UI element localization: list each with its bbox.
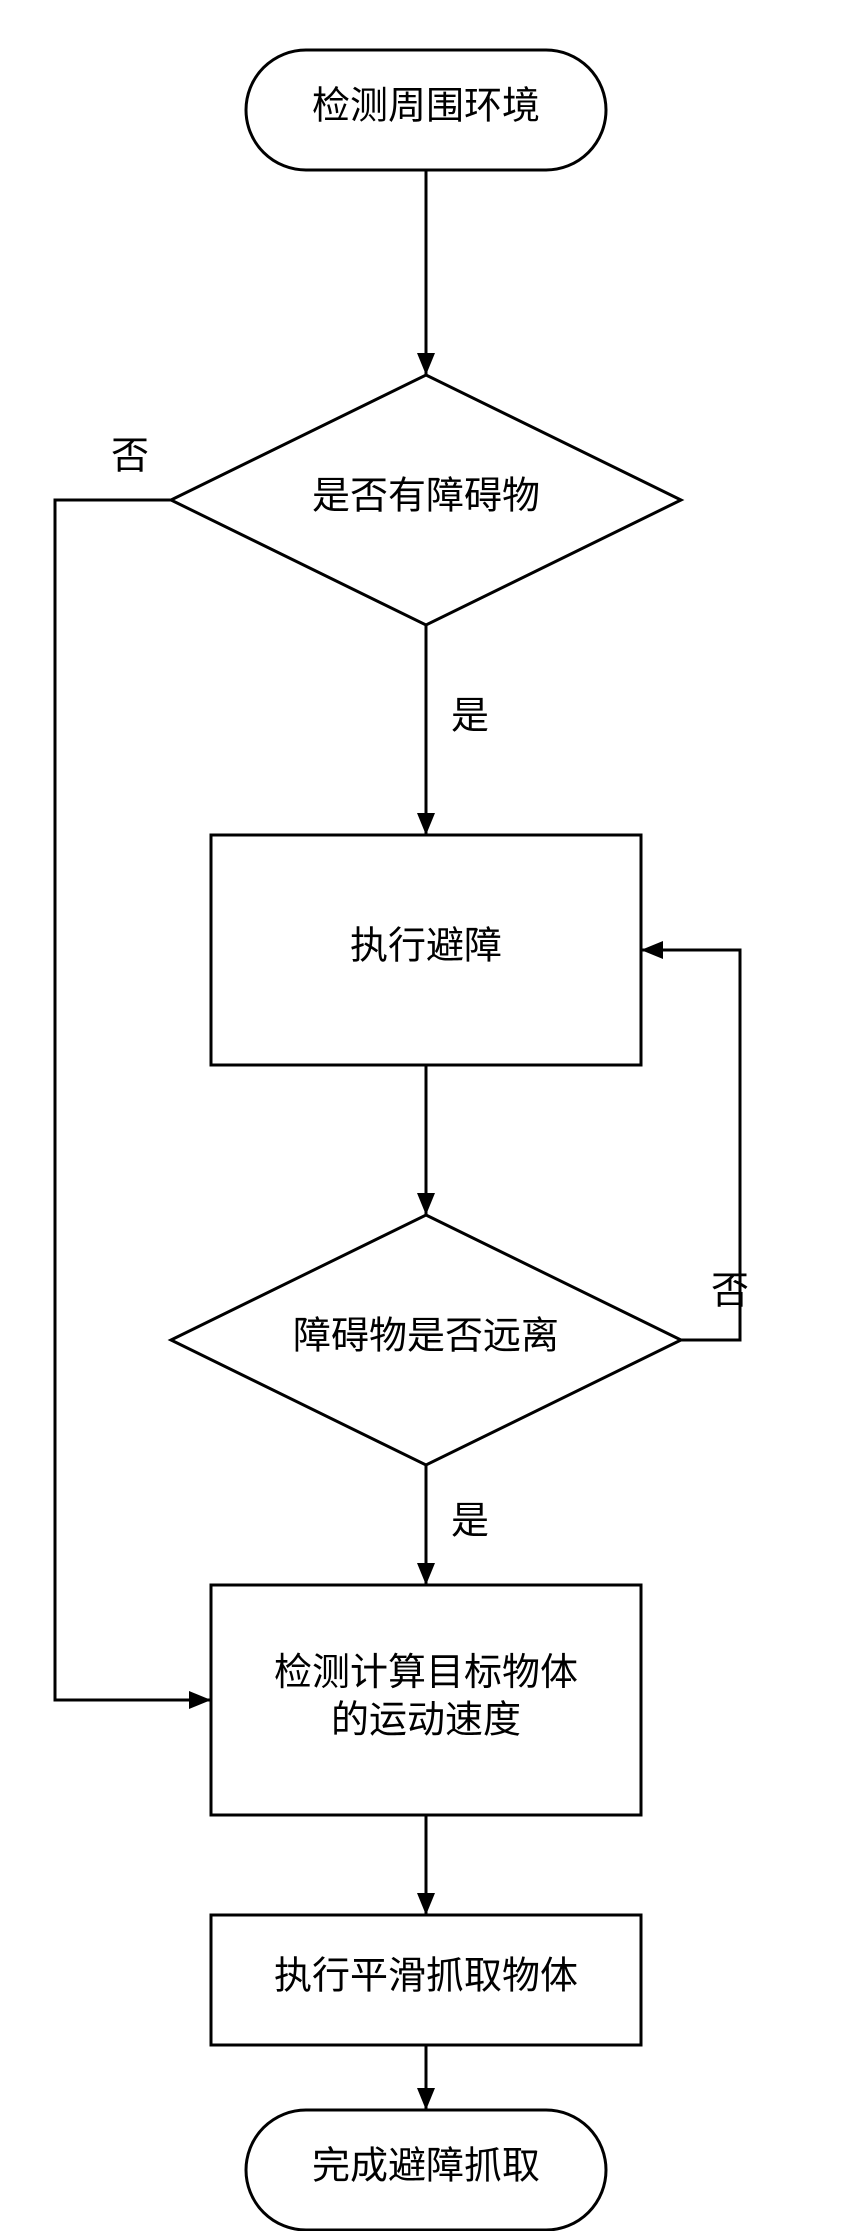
- process-p3-label: 执行平滑抓取物体: [274, 1956, 578, 1998]
- terminator-end-label: 完成避障抓取: [312, 2146, 540, 2188]
- arrowhead: [417, 813, 435, 835]
- edge-label-e-d2-no: 否: [711, 1271, 749, 1313]
- process-p2-label: 检测计算目标物体: [274, 1652, 578, 1694]
- arrowhead: [417, 2088, 435, 2110]
- arrowhead: [417, 353, 435, 375]
- decision-d2-label: 障碍物是否远离: [293, 1316, 559, 1358]
- arrowhead: [641, 941, 663, 959]
- process-p2-label: 的运动速度: [331, 1699, 521, 1741]
- process-p1-label: 执行避障: [350, 926, 502, 968]
- arrowhead: [417, 1193, 435, 1215]
- arrowhead: [189, 1691, 211, 1709]
- terminator-start-label: 检测周围环境: [312, 86, 540, 128]
- arrowhead: [417, 1893, 435, 1915]
- decision-d1-label: 是否有障碍物: [312, 476, 540, 518]
- edge-label-e-d1-no: 否: [111, 436, 149, 478]
- arrowhead: [417, 1563, 435, 1585]
- edge-label-e-d2-p2: 是: [451, 1501, 489, 1543]
- edge-e-d1-no: [55, 500, 211, 1700]
- edge-label-e-d1-p1: 是: [451, 696, 489, 738]
